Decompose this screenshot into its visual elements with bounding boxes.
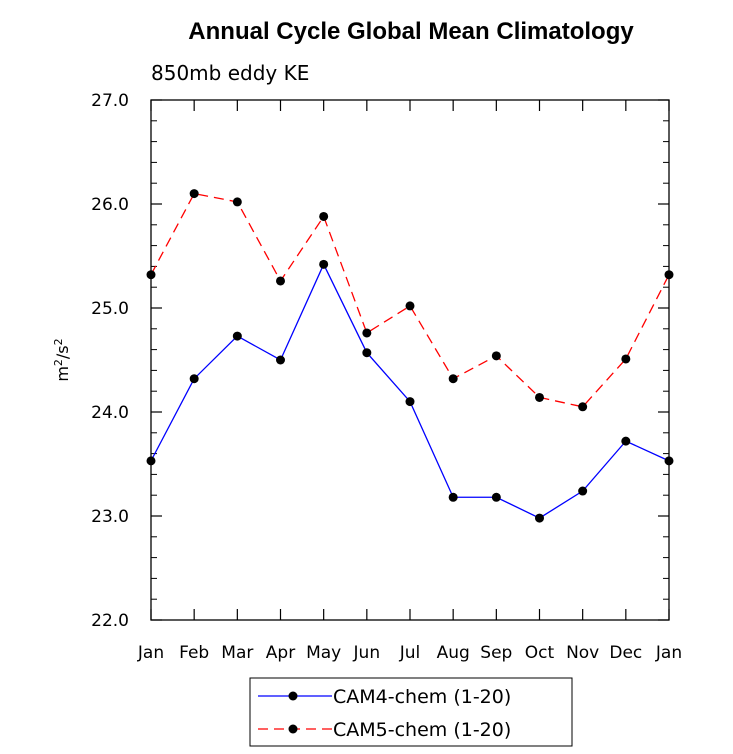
data-point-cam4: [232, 331, 242, 341]
x-tick-label: Jul: [399, 643, 421, 663]
data-point-cam5: [448, 374, 458, 384]
data-point-cam5: [189, 189, 199, 199]
y-tick-label: 22.0: [91, 611, 129, 631]
y-axis-label-sup2: 2: [52, 338, 65, 345]
x-tick-label: Mar: [221, 643, 253, 663]
y-axis-label: m2/s2: [52, 338, 72, 381]
x-tick-label: Apr: [266, 643, 295, 663]
y-axis-label-base: m: [53, 366, 72, 382]
series-line-cam5: [150, 192, 670, 408]
y-tick-label: 26.0: [91, 195, 129, 215]
x-tick-label: Sep: [480, 643, 512, 663]
data-point-cam5: [535, 392, 544, 402]
y-tick-label: 25.0: [91, 299, 129, 319]
chart-subtitle: 850mb eddy KE: [151, 61, 309, 85]
x-tick-label: Jun: [353, 643, 381, 663]
data-point-cam4: [664, 456, 674, 466]
data-point-cam5: [146, 270, 156, 280]
x-tick-label: Oct: [525, 643, 555, 663]
plot-frame: [150, 99, 670, 621]
data-point-cam5: [578, 402, 588, 412]
data-point-cam5: [232, 197, 242, 207]
data-point-cam4: [405, 397, 415, 407]
legend-label-cam4: CAM4-chem (1-20): [333, 686, 511, 708]
data-point-cam5: [621, 354, 631, 364]
x-tick-label: Jan: [655, 643, 682, 663]
chart-title: Annual Cycle Global Mean Climatology: [188, 18, 634, 45]
data-point-cam5: [491, 351, 501, 361]
x-tick-label: Jan: [137, 643, 164, 663]
y-tick-label: 23.0: [91, 507, 129, 527]
data-point-cam4: [491, 492, 501, 502]
data-point-cam5: [276, 276, 285, 286]
legend-box: [249, 677, 573, 747]
legend: CAM4-chem (1-20) CAM5-chem (1-20): [249, 677, 573, 747]
data-point-cam5: [405, 301, 415, 311]
plot-axes: 22.0 23.0 24.0 25.0 26.0 27.0 Jan Feb Mar Apr May J…: [91, 91, 682, 663]
legend-marker-cam4: [288, 691, 298, 701]
data-point-cam4: [276, 355, 285, 365]
series-layer: [146, 189, 674, 523]
x-tick-label: Feb: [179, 643, 209, 663]
x-tick-label: Nov: [566, 643, 599, 663]
y-tick-label: 27.0: [91, 91, 129, 111]
legend-label-cam5: CAM5-chem (1-20): [333, 719, 511, 741]
y-axis-label-mid: /s: [53, 345, 72, 359]
data-point-cam4: [319, 259, 329, 269]
data-point-cam4: [621, 436, 631, 446]
y-tick-label: 24.0: [91, 403, 129, 423]
data-point-cam4: [578, 486, 588, 496]
data-point-cam5: [664, 270, 674, 280]
x-tick-label: Aug: [437, 643, 470, 663]
data-point-cam4: [362, 348, 372, 358]
data-point-cam4: [448, 492, 458, 502]
data-point-cam5: [319, 211, 329, 221]
y-axis-label-sup1: 2: [52, 359, 65, 366]
data-point-cam4: [146, 456, 156, 466]
data-point-cam4: [189, 374, 199, 384]
data-point-cam4: [535, 513, 544, 523]
legend-marker-cam5: [288, 724, 298, 734]
data-point-cam5: [362, 328, 372, 338]
x-tick-label: Dec: [609, 643, 642, 663]
x-tick-label: May: [306, 643, 341, 663]
